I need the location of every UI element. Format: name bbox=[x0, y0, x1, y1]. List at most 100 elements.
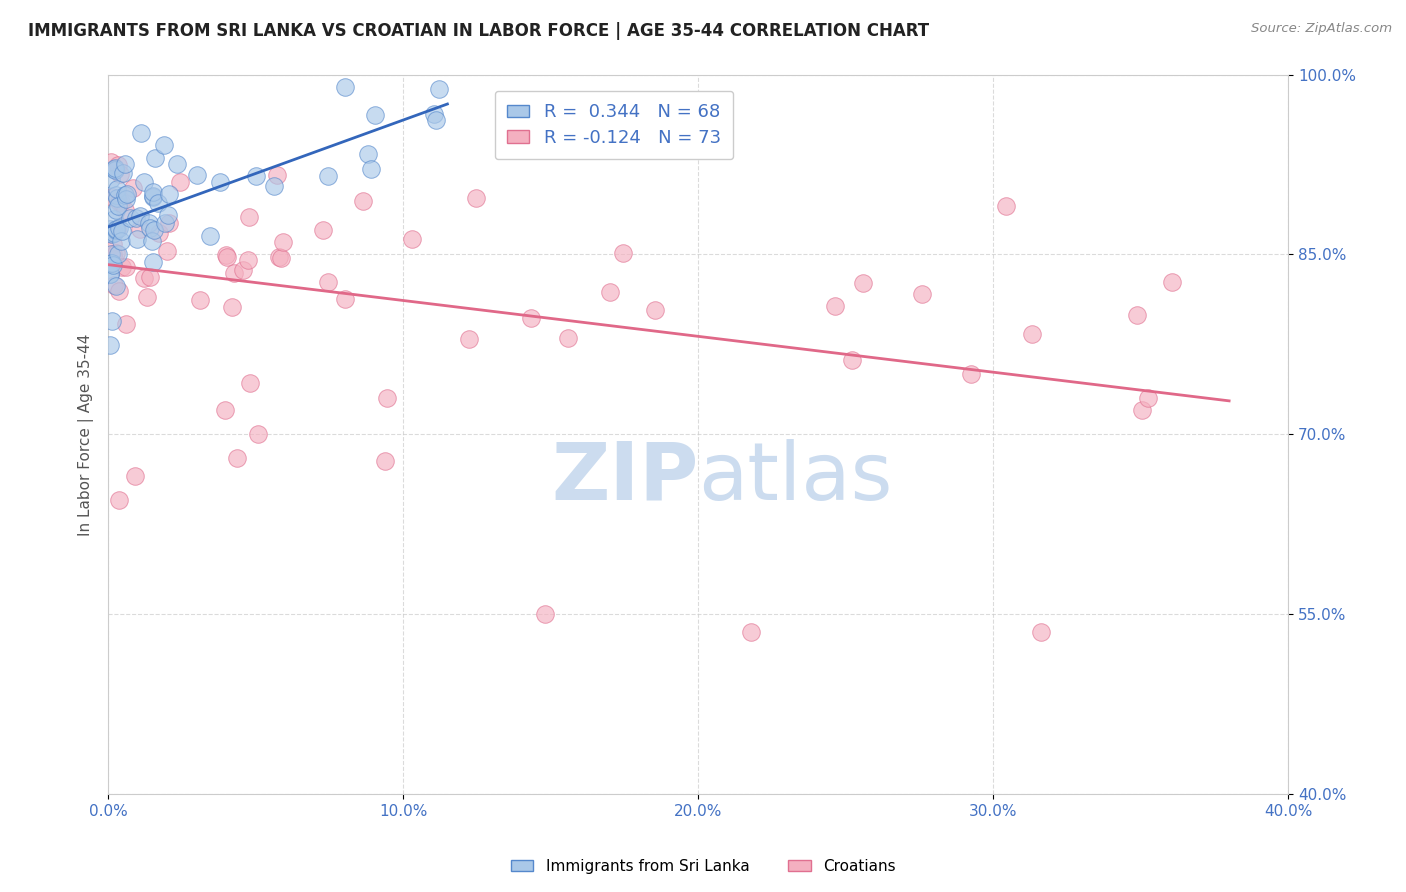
Point bbox=[534, 607, 557, 622]
Point bbox=[132, 271, 155, 285]
Point bbox=[142, 189, 165, 203]
Point bbox=[852, 277, 875, 291]
Point bbox=[142, 186, 165, 200]
Point bbox=[111, 260, 134, 274]
Point bbox=[138, 216, 160, 230]
Point bbox=[995, 199, 1018, 213]
Point bbox=[115, 192, 138, 206]
Point bbox=[98, 226, 121, 240]
Point bbox=[108, 284, 131, 298]
Legend: R =  0.344   N = 68, R = -0.124   N = 73: R = 0.344 N = 68, R = -0.124 N = 73 bbox=[495, 91, 734, 160]
Point bbox=[236, 253, 259, 268]
Point bbox=[142, 189, 165, 203]
Point bbox=[312, 223, 335, 237]
Point bbox=[520, 311, 543, 326]
Point bbox=[139, 220, 162, 235]
Point bbox=[401, 232, 423, 246]
Point bbox=[105, 182, 128, 196]
Point bbox=[104, 223, 127, 237]
Point bbox=[214, 248, 236, 262]
Point bbox=[457, 332, 479, 346]
Point bbox=[224, 266, 246, 280]
Point bbox=[124, 469, 146, 483]
Point bbox=[557, 330, 579, 344]
Point bbox=[270, 251, 292, 265]
Point bbox=[98, 338, 121, 352]
Point bbox=[101, 227, 124, 241]
Text: ZIP: ZIP bbox=[551, 439, 699, 516]
Point bbox=[103, 226, 125, 240]
Point bbox=[263, 178, 285, 193]
Point bbox=[105, 221, 128, 235]
Point bbox=[141, 234, 163, 248]
Point bbox=[107, 247, 129, 261]
Point bbox=[105, 188, 128, 202]
Point bbox=[374, 454, 396, 468]
Point bbox=[114, 260, 136, 275]
Point bbox=[103, 237, 125, 252]
Point bbox=[146, 195, 169, 210]
Text: atlas: atlas bbox=[699, 439, 893, 516]
Point bbox=[360, 162, 382, 177]
Point bbox=[225, 451, 247, 466]
Point bbox=[118, 211, 141, 225]
Point bbox=[363, 108, 385, 122]
Point bbox=[108, 168, 131, 182]
Point bbox=[188, 293, 211, 307]
Point bbox=[103, 161, 125, 176]
Point bbox=[232, 263, 254, 277]
Point bbox=[114, 157, 136, 171]
Point bbox=[108, 194, 131, 209]
Point bbox=[266, 168, 288, 182]
Point bbox=[107, 158, 129, 172]
Point bbox=[132, 175, 155, 189]
Point bbox=[273, 235, 295, 249]
Point bbox=[104, 202, 127, 217]
Point bbox=[110, 224, 132, 238]
Point bbox=[245, 169, 267, 183]
Point bbox=[138, 270, 160, 285]
Point bbox=[108, 221, 131, 235]
Point bbox=[427, 82, 450, 96]
Point bbox=[101, 256, 124, 270]
Point bbox=[101, 247, 124, 261]
Point bbox=[166, 157, 188, 171]
Point bbox=[104, 161, 127, 175]
Point bbox=[98, 267, 121, 281]
Point bbox=[644, 303, 666, 318]
Point bbox=[98, 222, 121, 236]
Point bbox=[316, 169, 339, 184]
Point bbox=[352, 194, 374, 208]
Point bbox=[148, 227, 170, 241]
Point bbox=[110, 194, 132, 209]
Point bbox=[104, 245, 127, 260]
Point bbox=[107, 199, 129, 213]
Point bbox=[247, 427, 270, 442]
Point bbox=[238, 210, 260, 224]
Text: Source: ZipAtlas.com: Source: ZipAtlas.com bbox=[1251, 22, 1392, 36]
Point bbox=[105, 278, 128, 293]
Point bbox=[425, 113, 447, 128]
Point bbox=[156, 244, 179, 259]
Point bbox=[153, 216, 176, 230]
Point bbox=[1031, 625, 1053, 640]
Y-axis label: In Labor Force | Age 35-44: In Labor Force | Age 35-44 bbox=[79, 334, 94, 535]
Point bbox=[1021, 326, 1043, 341]
Point bbox=[375, 392, 398, 406]
Point bbox=[129, 126, 152, 140]
Point bbox=[239, 376, 262, 390]
Point bbox=[114, 203, 136, 218]
Point bbox=[125, 232, 148, 246]
Point bbox=[110, 235, 132, 249]
Point bbox=[357, 147, 380, 161]
Text: IMMIGRANTS FROM SRI LANKA VS CROATIAN IN LABOR FORCE | AGE 35-44 CORRELATION CHA: IMMIGRANTS FROM SRI LANKA VS CROATIAN IN… bbox=[28, 22, 929, 40]
Point bbox=[215, 250, 238, 264]
Point bbox=[156, 209, 179, 223]
Point bbox=[911, 286, 934, 301]
Point bbox=[740, 625, 762, 640]
Point bbox=[125, 211, 148, 225]
Point bbox=[112, 166, 135, 180]
Point bbox=[959, 368, 981, 382]
Point bbox=[422, 107, 444, 121]
Point bbox=[599, 285, 621, 300]
